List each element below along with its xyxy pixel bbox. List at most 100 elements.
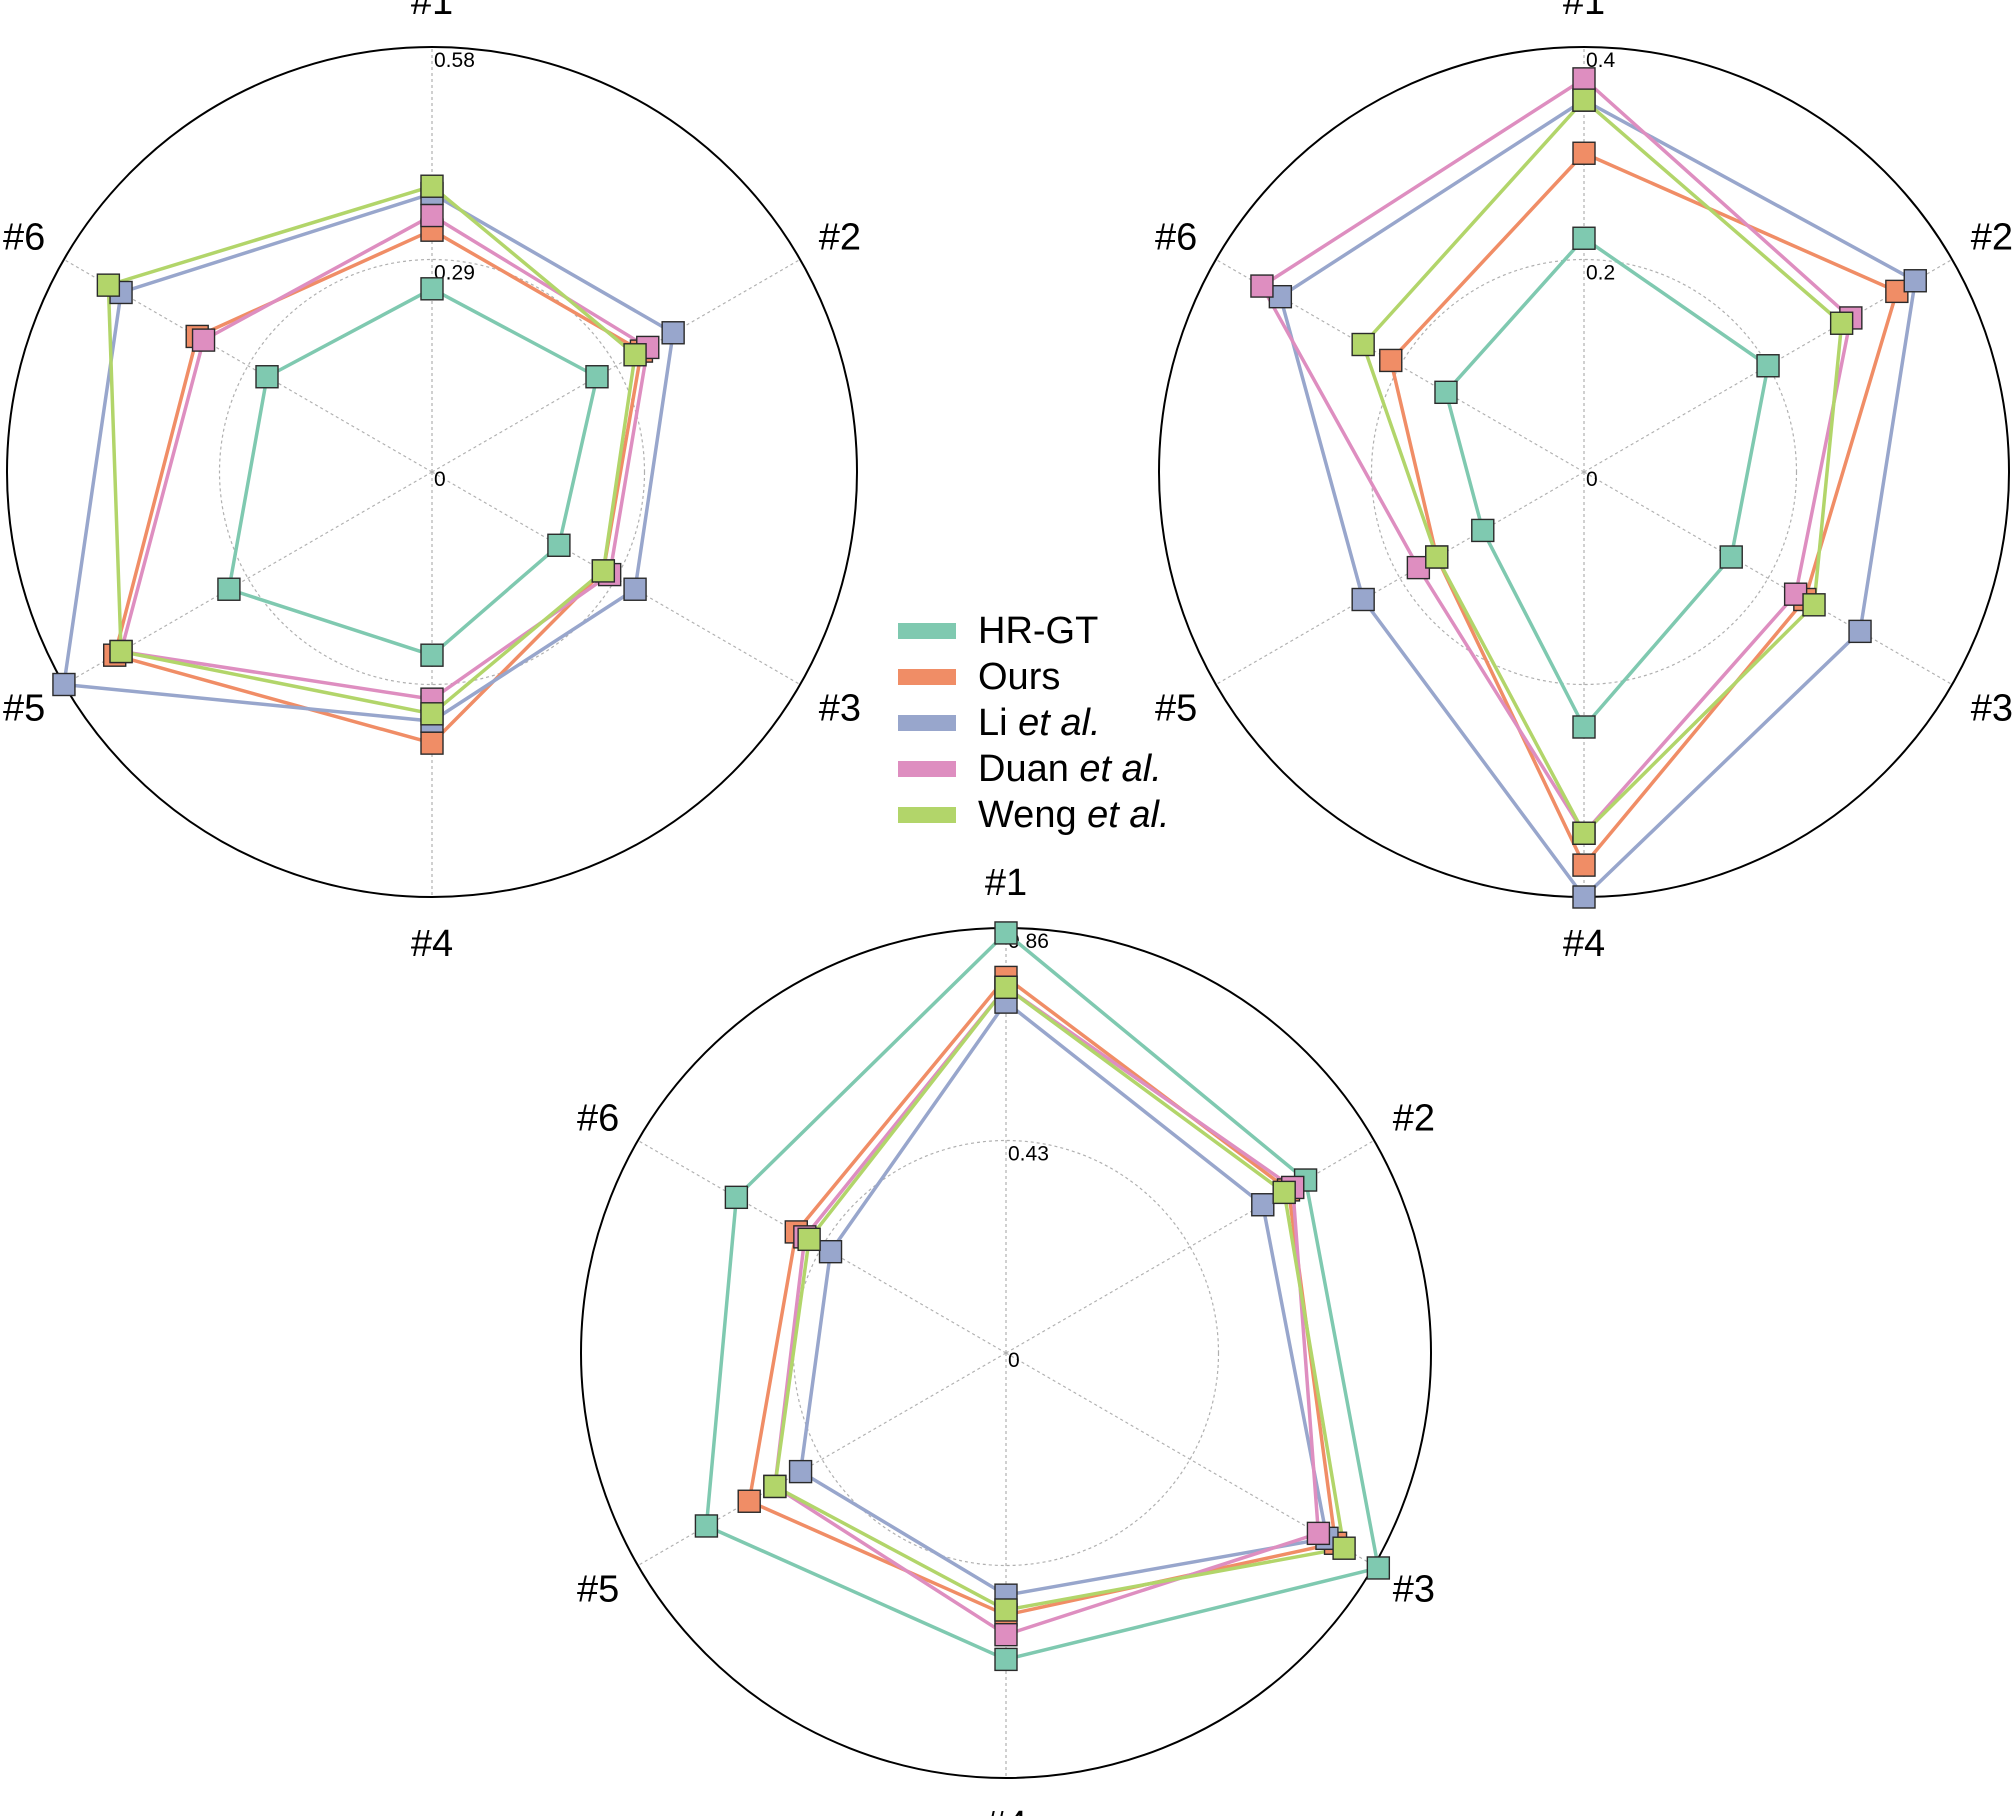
axis-label: #1 [411, 0, 453, 23]
data-point [1250, 274, 1274, 298]
data-point [420, 702, 444, 726]
data-point [1572, 67, 1596, 91]
data-point [255, 365, 279, 389]
series-line [1361, 98, 1844, 835]
data-point [1471, 518, 1495, 543]
series-line [1389, 151, 1899, 867]
data-point [109, 639, 133, 664]
legend-swatch [898, 807, 956, 823]
data-point [420, 277, 444, 301]
legend-label: Duan et al. [978, 747, 1162, 790]
data-point [1251, 1193, 1275, 1217]
data-point [1572, 88, 1596, 112]
data-point [1572, 885, 1596, 909]
series-line [62, 191, 675, 723]
data-point [1572, 821, 1596, 845]
tick-label: 0.43 [1008, 1143, 1049, 1166]
axis-label: #6 [1155, 217, 1197, 259]
legend-item-duan: Duan et al. [898, 746, 1170, 792]
data-point [1272, 1180, 1296, 1205]
data-point [994, 1622, 1018, 1647]
grid-circle [1370, 258, 1798, 686]
grid-circle [218, 258, 646, 686]
axis-label: #4 [1563, 923, 1605, 965]
data-point [591, 559, 616, 583]
data-point [1572, 715, 1596, 739]
axis-label: #3 [819, 688, 861, 730]
tick-label: 0.4 [1586, 49, 1616, 72]
tick-label: 0 [1008, 1349, 1020, 1372]
data-point [547, 533, 571, 557]
data-point [661, 321, 685, 345]
data-point [1379, 348, 1403, 373]
data-point [1332, 1536, 1356, 1560]
tick-label: 0.86 [1008, 930, 1049, 953]
data-point [1572, 853, 1596, 877]
data-point [623, 343, 647, 367]
data-point [994, 1598, 1018, 1622]
data-point [994, 975, 1018, 1000]
series-line [119, 213, 650, 701]
series-line [1444, 236, 1770, 729]
series-line [773, 985, 1321, 1637]
data-point [217, 577, 241, 601]
data-point [1351, 587, 1375, 612]
axis-label: #2 [1971, 217, 2012, 259]
legend-label: HR-GT [978, 609, 1099, 652]
data-point [420, 203, 444, 228]
series-line [704, 931, 1381, 1662]
spoke-2 [431, 258, 801, 473]
outer-circle [6, 46, 858, 898]
legend-item-li: Li et al. [898, 700, 1170, 746]
data-point [763, 1474, 787, 1499]
tick-label: 0.29 [434, 262, 475, 285]
data-point [1425, 545, 1449, 569]
series-line [227, 287, 599, 657]
axis-label: #3 [1971, 688, 2012, 730]
data-point [737, 1489, 761, 1513]
legend-swatch [898, 715, 956, 731]
data-point [994, 1647, 1018, 1672]
data-point [52, 672, 76, 697]
series-line [798, 1000, 1329, 1597]
data-point [420, 174, 444, 198]
spoke-5 [1215, 471, 1585, 686]
tick-label: 0 [434, 468, 446, 491]
radar-chart-3: 0 0.43 0.86 #1 #2 #3 #4 #5 #6 [577, 862, 1435, 1816]
legend-item-hr-gt: HR-GT [898, 608, 1170, 654]
data-point [797, 1227, 821, 1252]
data-point [1351, 332, 1375, 357]
axis-label: #2 [1393, 1098, 1435, 1140]
spoke-3 [1583, 471, 1953, 686]
data-point [420, 643, 444, 667]
data-point [994, 921, 1018, 945]
radar-chart-2: 0 0.2 0.4 #1 #2 #3 #4 #5 #6 [1155, 0, 2012, 965]
data-point [585, 365, 609, 389]
axis-label: #5 [3, 688, 45, 730]
radar-chart-1: 0 0.29 0.58 #1 #2 #3 #4 #5 #6 [3, 0, 861, 965]
data-point [1802, 593, 1826, 617]
legend-item-weng: Weng et al. [898, 792, 1170, 838]
data-point [1572, 141, 1596, 165]
data-point [623, 577, 647, 601]
data-point [1306, 1521, 1331, 1546]
series-line [1278, 98, 1918, 899]
data-point [1434, 380, 1458, 405]
axis-label: #2 [819, 217, 861, 259]
legend: HR-GT Ours Li et al. Duan et al. Weng et… [898, 608, 1170, 838]
data-point [1366, 1556, 1391, 1580]
axis-label: #6 [3, 217, 45, 259]
axis-label: #5 [1155, 688, 1197, 730]
data-point [1756, 354, 1780, 378]
data-point [1719, 545, 1743, 569]
tick-label: 0 [1586, 468, 1598, 491]
data-point [694, 1514, 719, 1538]
legend-label: Ours [978, 655, 1061, 698]
legend-item-ours: Ours [898, 654, 1170, 700]
axis-label: #4 [411, 923, 453, 965]
legend-swatch [898, 623, 956, 639]
data-point [788, 1459, 813, 1484]
legend-swatch [898, 669, 956, 685]
axis-label: #6 [577, 1098, 619, 1140]
